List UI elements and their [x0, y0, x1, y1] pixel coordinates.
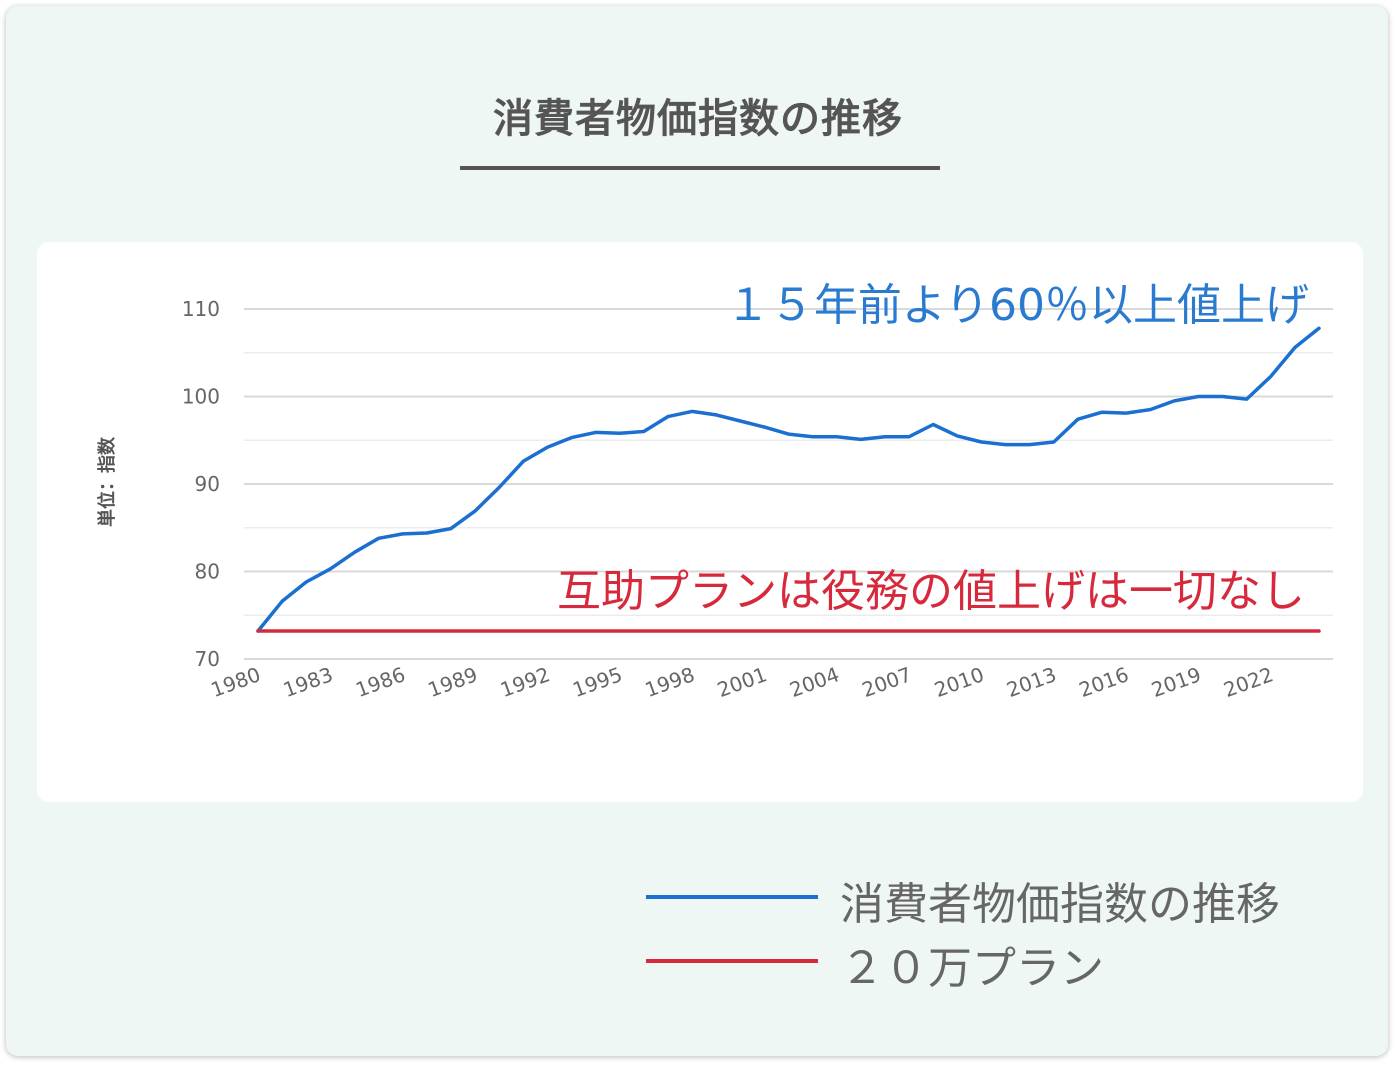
x-tick-label-2001: 2001: [714, 662, 770, 702]
y-tick-label-100: 100: [182, 385, 220, 409]
x-tick-label-2010: 2010: [931, 662, 987, 702]
x-tick-label-2022: 2022: [1220, 662, 1276, 702]
x-tick-label-1992: 1992: [497, 662, 553, 702]
legend-item-cpi: 消費者物価指数の推移: [646, 866, 1366, 930]
y-tick-label-70: 70: [195, 647, 220, 671]
x-tick-label-1989: 1989: [425, 662, 481, 702]
legend-label-cpi: 消費者物価指数の推移: [840, 879, 1280, 930]
annotation-plan: 互助プランは役務の値上げは一切なし: [557, 566, 1305, 617]
page-title: 消費者物価指数の推移: [493, 96, 903, 142]
legend-swatch-plan: [646, 959, 818, 963]
legend-item-plan: ２０万プラン: [646, 930, 1366, 994]
x-tick-label-2004: 2004: [786, 662, 842, 702]
y-tick-label-110: 110: [182, 297, 220, 321]
legend: 消費者物価指数の推移 ２０万プラン: [646, 866, 1366, 1006]
title-underline: [460, 166, 940, 170]
annotation-cpi: １５年前より60％以上値上げ: [726, 280, 1309, 331]
x-tick-label-2013: 2013: [1003, 662, 1059, 702]
y-tick-label-90: 90: [195, 472, 220, 496]
x-tick-label-1986: 1986: [352, 662, 408, 702]
x-tick-label-1983: 1983: [280, 662, 336, 702]
x-tick-label-2016: 2016: [1076, 662, 1132, 702]
x-tick-label-2007: 2007: [859, 662, 915, 702]
x-tick-label-2019: 2019: [1148, 662, 1204, 702]
y-axis-label: 単位：指数: [96, 436, 118, 527]
x-tick-label-1995: 1995: [569, 662, 625, 702]
legend-label-plan: ２０万プラン: [840, 943, 1104, 994]
series-line-cpi: [256, 326, 1321, 633]
y-tick-label-80: 80: [195, 560, 220, 584]
chart-panel: 70 80 90 100 110 単位：指数 1980 1983 1986 1989 1992 199…: [37, 242, 1363, 802]
x-tick-label-1998: 1998: [642, 662, 698, 702]
legend-swatch-cpi: [646, 895, 818, 899]
